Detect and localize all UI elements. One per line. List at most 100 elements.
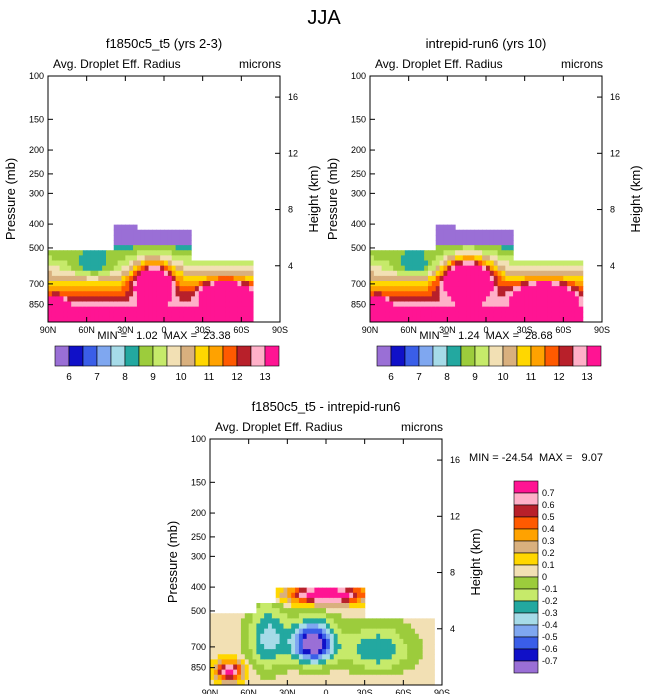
- contour-cell: [368, 628, 373, 635]
- contour-cell: [252, 613, 257, 619]
- contour-cell: [310, 674, 315, 681]
- contour-cell: [136, 306, 142, 313]
- contour-cell: [106, 291, 111, 297]
- contour-cell: [63, 311, 68, 318]
- contour-cell: [497, 229, 503, 236]
- contour-cell: [183, 229, 188, 236]
- contour-cell: [404, 306, 410, 313]
- contour-cell: [82, 286, 88, 292]
- contour-cell: [528, 306, 533, 313]
- contour-cell: [571, 311, 576, 318]
- contour-cell: [318, 638, 323, 645]
- contour-cell: [451, 296, 456, 303]
- contour-cell: [380, 659, 385, 666]
- contour-cell: [171, 245, 177, 251]
- contour-cell: [426, 623, 431, 630]
- contour-cell: [380, 618, 385, 625]
- contour-cell: [551, 275, 557, 282]
- contour-cell: [341, 654, 346, 660]
- contour-cell: [333, 618, 339, 625]
- contour-cell: [372, 644, 377, 650]
- contour-cell: [59, 255, 65, 262]
- contour-cell: [133, 265, 138, 272]
- contour-cell: [167, 296, 173, 303]
- contour-cell: [106, 250, 111, 256]
- contour-cell: [349, 618, 354, 625]
- colorbar-swatch: [502, 345, 518, 367]
- contour-cell: [326, 654, 331, 660]
- contour-cell: [544, 296, 549, 303]
- contour-cell: [59, 316, 65, 322]
- contour-cell: [397, 311, 402, 318]
- contour-cell: [175, 316, 181, 322]
- contour-cell: [418, 679, 424, 685]
- contour-cell: [125, 250, 130, 256]
- contour-cell: [345, 649, 350, 655]
- contour-cell: [113, 311, 119, 318]
- contour-cell: [462, 316, 468, 322]
- contour-cell: [156, 270, 161, 277]
- contour-cell: [279, 597, 285, 604]
- colorbar-swatch: [513, 528, 539, 542]
- contour-cell: [353, 608, 358, 614]
- contour-cell: [563, 306, 568, 313]
- contour-cell: [403, 628, 408, 635]
- contour-cell: [509, 306, 514, 313]
- contour-cell: [206, 311, 211, 318]
- contour-cell: [505, 291, 510, 297]
- contour-cell: [90, 296, 95, 303]
- contour-cell: [48, 291, 53, 297]
- contour-cell: [489, 255, 495, 262]
- contour-cell: [237, 628, 242, 635]
- contour-cell: [248, 613, 254, 619]
- contour-cell: [509, 265, 514, 272]
- contour-cell: [431, 281, 437, 287]
- contour-cell: [310, 679, 315, 685]
- contour-cell: [341, 613, 346, 619]
- contour-cell: [218, 265, 223, 272]
- contour-cell: [571, 306, 576, 313]
- contour-cell: [136, 260, 142, 267]
- contour-cell: [474, 234, 479, 241]
- contour-cell: [372, 633, 377, 640]
- contour-cell: [144, 245, 150, 251]
- panel-2: intrepid-run6 (yrs 10) Avg. Droplet Eff.…: [325, 36, 643, 383]
- contour-cell: [241, 291, 246, 297]
- contour-cell: [385, 260, 390, 267]
- contour-cell: [532, 281, 537, 287]
- contour-cell: [516, 265, 522, 272]
- contour-cell: [574, 260, 580, 267]
- contour-cell: [202, 291, 208, 297]
- contour-cell: [229, 654, 234, 660]
- contour-cell: [322, 638, 327, 645]
- contour-cell: [414, 659, 420, 666]
- contour-cell: [306, 638, 312, 645]
- contour-cell: [474, 229, 479, 236]
- contour-cell: [109, 306, 115, 313]
- contour-cell: [372, 669, 377, 676]
- contour-cell: [418, 623, 424, 630]
- contour-cell: [563, 265, 568, 272]
- contour-cell: [183, 286, 188, 292]
- contour-cell: [291, 597, 296, 604]
- x-tick-label: 60S: [233, 325, 249, 335]
- contour-cell: [298, 597, 304, 604]
- contour-cell: [524, 281, 530, 287]
- contour-cell: [275, 613, 281, 619]
- contour-cell: [287, 659, 292, 666]
- contour-cell: [245, 281, 250, 287]
- contour-cell: [493, 260, 499, 267]
- contour-cell: [497, 311, 503, 318]
- contour-cell: [482, 229, 487, 236]
- contour-cell: [489, 311, 495, 318]
- contour-cell: [377, 301, 383, 308]
- contour-cell: [400, 316, 406, 322]
- contour-cell: [407, 664, 412, 671]
- contour-cell: [241, 281, 246, 287]
- contour-cell: [210, 275, 215, 282]
- contour-cell: [237, 649, 242, 655]
- panel-3: f1850c5_t5 - intrepid-run6 Avg. Droplet …: [165, 399, 603, 694]
- contour-cell: [430, 638, 435, 645]
- contour-cell: [341, 597, 346, 604]
- contour-cell: [322, 664, 327, 671]
